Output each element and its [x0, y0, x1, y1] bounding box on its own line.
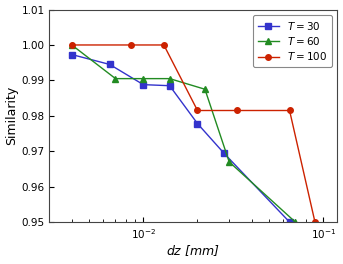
$T = 100$	[196, 109, 200, 112]
Line: $T = 60$: $T = 60$	[69, 42, 298, 225]
$T = 30$	[70, 53, 74, 56]
$T = 100$	[287, 109, 292, 112]
$T = 100$	[129, 43, 133, 46]
Y-axis label: Similarity: Similarity	[5, 86, 19, 145]
$T = 30$	[108, 63, 112, 66]
$T = 30$	[287, 220, 292, 224]
$T = 30$	[222, 152, 226, 155]
$T = 30$	[141, 83, 145, 86]
$T = 30$	[196, 122, 200, 125]
$T = 60$	[114, 77, 118, 80]
$T = 100$	[313, 220, 317, 224]
$T = 60$	[141, 77, 145, 80]
Line: $T = 30$: $T = 30$	[69, 52, 292, 225]
Line: $T = 100$: $T = 100$	[69, 42, 318, 225]
X-axis label: $dz$ [mm]: $dz$ [mm]	[166, 243, 220, 258]
$T = 60$	[70, 43, 74, 46]
$T = 60$	[203, 88, 207, 91]
$T = 60$	[168, 77, 172, 80]
$T = 100$	[70, 43, 74, 46]
Legend: $T = 30$, $T = 60$, $T = 100$: $T = 30$, $T = 60$, $T = 100$	[252, 15, 332, 67]
$T = 30$	[168, 84, 172, 87]
$T = 100$	[235, 109, 239, 112]
$T = 60$	[227, 160, 231, 163]
$T = 100$	[162, 43, 166, 46]
$T = 60$	[293, 220, 297, 224]
